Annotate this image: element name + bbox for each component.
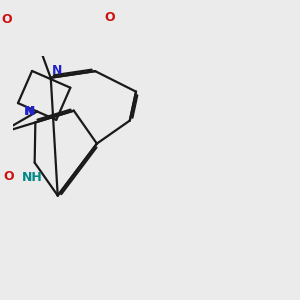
Text: NH: NH	[22, 171, 43, 184]
Text: N: N	[24, 105, 34, 118]
Text: O: O	[105, 11, 116, 24]
Text: N: N	[24, 105, 35, 118]
Text: O: O	[3, 170, 13, 183]
Text: N: N	[52, 64, 62, 77]
Text: O: O	[2, 13, 12, 26]
